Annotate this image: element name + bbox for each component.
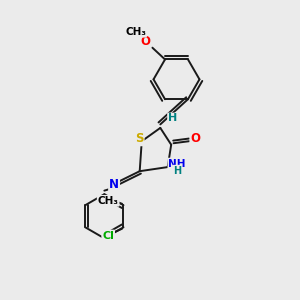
Text: H: H — [173, 166, 181, 176]
Text: CH₃: CH₃ — [125, 27, 146, 37]
Text: Cl: Cl — [102, 230, 114, 241]
Text: NH: NH — [168, 158, 186, 169]
Text: O: O — [140, 35, 150, 48]
Text: O: O — [190, 132, 200, 145]
Text: S: S — [135, 132, 144, 145]
Text: N: N — [109, 178, 119, 191]
Text: CH₃: CH₃ — [98, 196, 119, 206]
Text: H: H — [168, 113, 177, 124]
